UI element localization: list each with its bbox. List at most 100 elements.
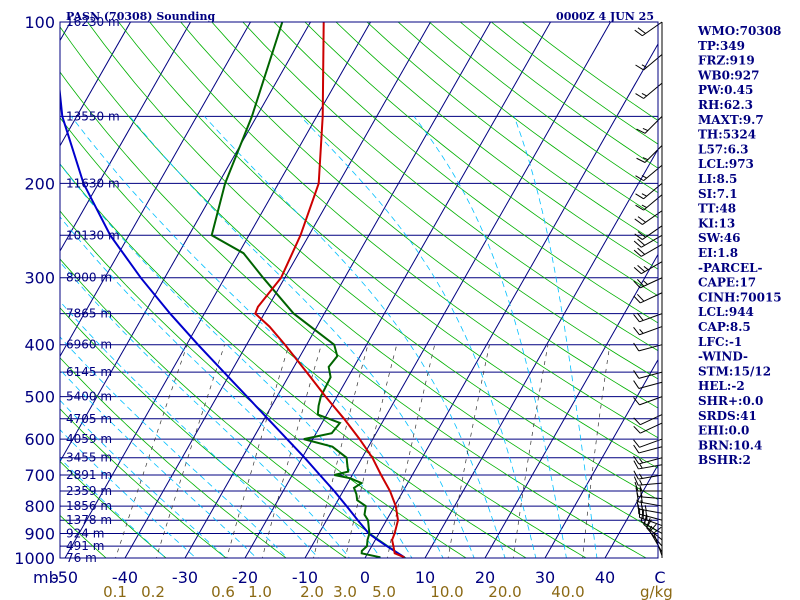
index-entry: LI:8.5 xyxy=(698,172,737,186)
isotherm-line xyxy=(60,22,192,252)
mixing-ratio-line xyxy=(386,344,436,558)
moist-adiabat xyxy=(60,300,319,558)
moist-adiabat xyxy=(60,336,288,558)
temperature-tick-label: -10 xyxy=(292,568,318,587)
index-entry: LCL:944 xyxy=(698,305,754,319)
index-entry: WB0:927 xyxy=(697,68,759,82)
height-level-label: 4059 m xyxy=(66,432,112,446)
station-title: PASN (70308) Sounding xyxy=(66,10,215,23)
index-entry: SI:7.1 xyxy=(698,187,738,201)
height-level-label: 2359 m xyxy=(66,484,112,498)
dry-adiabat xyxy=(60,460,167,558)
wind-barb xyxy=(634,21,663,37)
wind-barb xyxy=(635,164,663,182)
pressure-tick-label: 400 xyxy=(24,336,55,355)
moist-adiabat xyxy=(60,457,167,558)
temperature-tick-label: 10 xyxy=(415,568,435,587)
dry-adiabat xyxy=(60,514,107,558)
dry-adiabat xyxy=(180,22,658,409)
wind-barb xyxy=(635,182,663,200)
wind-barb xyxy=(635,194,663,211)
height-level-label: 13550 m xyxy=(66,109,120,123)
index-entry: TP:349 xyxy=(698,39,745,53)
mixing-ratio-label: 0.6 xyxy=(211,583,235,600)
isotherm-line xyxy=(64,22,372,558)
moist-adiabat xyxy=(204,116,506,558)
temperature-tick-label: 30 xyxy=(535,568,555,587)
temperature-tick-label: 0 xyxy=(360,568,370,587)
height-level-label: 10130 m xyxy=(66,228,120,242)
dry-adiabat xyxy=(366,22,658,244)
index-entry: EHI:0.0 xyxy=(698,424,749,438)
index-entry: BRN:10.4 xyxy=(698,438,762,452)
isotherm-line xyxy=(60,22,252,358)
index-entry: RH:62.3 xyxy=(698,98,753,112)
moist-adiabat xyxy=(70,116,444,558)
mixing-ratio-line xyxy=(155,344,225,558)
dewpoint-trace xyxy=(210,22,381,558)
height-level-label: 491 m xyxy=(66,539,104,553)
index-entry: BSHR:2 xyxy=(698,453,751,467)
index-entry: CINH:70015 xyxy=(698,290,782,304)
height-level-label: 1856 m xyxy=(66,499,112,513)
pressure-tick-label: 300 xyxy=(24,269,55,288)
temperature-unit-label: C xyxy=(654,568,665,587)
isotherm-line xyxy=(484,253,658,558)
wind-barb xyxy=(633,261,663,275)
dry-adiabat xyxy=(304,22,658,297)
index-entry: LCL:973 xyxy=(698,157,754,171)
temperature-tick-label: -50 xyxy=(52,568,78,587)
pressure-tick-label: 700 xyxy=(24,466,55,485)
dry-adiabat xyxy=(149,22,658,439)
moist-adiabat xyxy=(60,163,413,558)
temperature-tick-label: -40 xyxy=(112,568,138,587)
pressure-tick-label: 600 xyxy=(24,430,55,449)
chart-profiles xyxy=(60,22,405,558)
height-level-label: 4705 m xyxy=(66,412,112,426)
index-entry: HEL:-2 xyxy=(698,379,745,393)
dry-adiabat xyxy=(118,22,658,469)
isotherm-line xyxy=(364,42,658,558)
mixing-ratio-label: 5.0 xyxy=(372,583,396,600)
height-level-label: 3455 m xyxy=(66,451,112,465)
height-level-label: 6145 m xyxy=(66,365,112,379)
plot-frame xyxy=(59,21,659,559)
moist-adiabat xyxy=(60,429,197,558)
pressure-tick-label: 500 xyxy=(24,388,55,407)
wind-barb xyxy=(636,116,663,134)
isotherm-line xyxy=(0,0,18,569)
mixing-ratio-line xyxy=(344,344,398,558)
pressure-tick-label: 800 xyxy=(24,497,55,516)
index-entry: KI:13 xyxy=(698,216,735,230)
parcel-trace xyxy=(60,84,405,558)
index-entry: FRZ:919 xyxy=(698,54,755,68)
mixing-ratio-line xyxy=(313,344,369,558)
isotherm-line xyxy=(304,22,612,558)
mixing-ratio-unit: g/kg xyxy=(640,583,673,600)
mixing-ratio-line xyxy=(447,344,490,558)
mixing-ratio-label: 10.0 xyxy=(430,583,463,600)
index-entry: PW:0.45 xyxy=(698,83,753,97)
isotherm-line xyxy=(60,22,312,463)
mixing-ratio-label: 0.1 xyxy=(103,583,127,600)
mixing-ratio-label: 1.0 xyxy=(248,583,272,600)
index-entry: TT:48 xyxy=(698,202,736,216)
index-entry: EI:1.8 xyxy=(698,246,738,260)
moist-adiabat xyxy=(60,216,382,558)
mixing-ratio-label: 40.0 xyxy=(551,583,584,600)
isotherm-line xyxy=(184,22,492,558)
moist-adiabat xyxy=(513,116,598,558)
index-entry: SRDS:41 xyxy=(698,409,757,423)
dry-adiabat xyxy=(397,22,658,219)
dry-adiabat xyxy=(211,22,658,380)
index-entry: MAXT:9.7 xyxy=(698,113,764,127)
dry-adiabat xyxy=(60,357,287,558)
wind-barb xyxy=(634,210,663,225)
index-entry: SHR+:0.0 xyxy=(698,394,763,408)
moist-adiabat xyxy=(60,399,227,558)
index-entry: TH:5324 xyxy=(698,128,756,142)
temperature-tick-label: 40 xyxy=(595,568,615,587)
moist-adiabat xyxy=(60,369,258,558)
height-level-label: 6960 m xyxy=(66,338,112,352)
index-panel: WMO:70308TP:349FRZ:919WB0:927PW:0.45RH:6… xyxy=(697,24,782,467)
